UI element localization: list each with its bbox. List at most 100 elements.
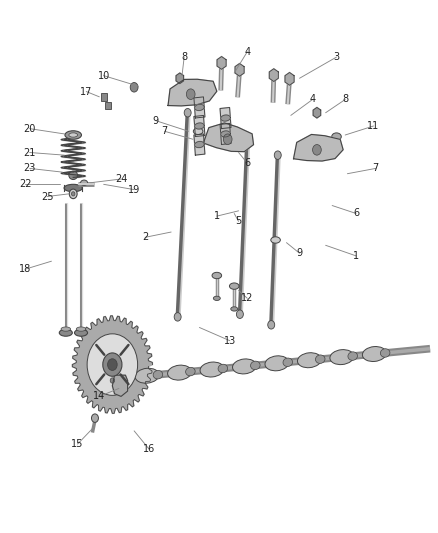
Ellipse shape bbox=[193, 128, 203, 134]
Polygon shape bbox=[221, 115, 230, 121]
Ellipse shape bbox=[271, 237, 280, 243]
Text: 3: 3 bbox=[333, 52, 339, 62]
Polygon shape bbox=[168, 79, 217, 106]
Circle shape bbox=[268, 320, 275, 329]
Circle shape bbox=[87, 334, 138, 395]
Text: 7: 7 bbox=[162, 126, 168, 136]
Text: 12: 12 bbox=[241, 293, 254, 303]
Polygon shape bbox=[194, 141, 204, 148]
Text: 1: 1 bbox=[353, 251, 359, 261]
Polygon shape bbox=[194, 104, 204, 110]
Text: 13: 13 bbox=[224, 336, 236, 346]
Circle shape bbox=[184, 109, 191, 117]
Text: 10: 10 bbox=[98, 70, 110, 80]
Ellipse shape bbox=[251, 361, 260, 370]
Polygon shape bbox=[194, 97, 205, 118]
Ellipse shape bbox=[74, 329, 88, 336]
Circle shape bbox=[103, 353, 122, 376]
Polygon shape bbox=[194, 116, 205, 136]
Ellipse shape bbox=[135, 368, 159, 383]
Circle shape bbox=[71, 192, 75, 196]
Polygon shape bbox=[235, 63, 244, 76]
Ellipse shape bbox=[348, 352, 357, 360]
Text: 21: 21 bbox=[24, 148, 36, 158]
Ellipse shape bbox=[283, 358, 293, 367]
Circle shape bbox=[69, 189, 77, 199]
Text: 17: 17 bbox=[80, 86, 92, 96]
Ellipse shape bbox=[65, 131, 81, 139]
Text: 4: 4 bbox=[244, 47, 251, 56]
Ellipse shape bbox=[61, 327, 71, 331]
Text: 6: 6 bbox=[353, 208, 359, 219]
Ellipse shape bbox=[59, 329, 72, 336]
Circle shape bbox=[108, 359, 117, 370]
Circle shape bbox=[237, 310, 244, 318]
Text: 20: 20 bbox=[24, 124, 36, 134]
Ellipse shape bbox=[186, 367, 195, 376]
Circle shape bbox=[186, 89, 195, 100]
Polygon shape bbox=[176, 73, 184, 84]
Ellipse shape bbox=[230, 283, 239, 289]
Polygon shape bbox=[220, 108, 231, 128]
Circle shape bbox=[130, 83, 138, 92]
Polygon shape bbox=[72, 316, 152, 414]
Text: 5: 5 bbox=[236, 216, 242, 227]
Polygon shape bbox=[220, 124, 231, 144]
Ellipse shape bbox=[233, 359, 256, 374]
Text: 8: 8 bbox=[342, 94, 348, 104]
Ellipse shape bbox=[362, 346, 386, 361]
Ellipse shape bbox=[69, 171, 78, 180]
Text: 22: 22 bbox=[19, 179, 32, 189]
Text: 7: 7 bbox=[373, 164, 379, 173]
Polygon shape bbox=[194, 134, 205, 155]
Text: 25: 25 bbox=[41, 191, 53, 201]
Polygon shape bbox=[269, 69, 278, 82]
Text: 23: 23 bbox=[24, 164, 36, 173]
Ellipse shape bbox=[69, 133, 78, 137]
Polygon shape bbox=[194, 123, 204, 129]
Text: 14: 14 bbox=[93, 391, 106, 401]
Circle shape bbox=[174, 313, 181, 321]
Ellipse shape bbox=[330, 350, 354, 365]
Polygon shape bbox=[221, 131, 230, 137]
Text: 6: 6 bbox=[244, 158, 251, 168]
Circle shape bbox=[274, 151, 281, 159]
Ellipse shape bbox=[168, 365, 191, 380]
Polygon shape bbox=[203, 123, 254, 152]
Ellipse shape bbox=[76, 327, 86, 331]
Ellipse shape bbox=[212, 272, 222, 279]
Circle shape bbox=[313, 144, 321, 155]
Polygon shape bbox=[285, 72, 294, 85]
Text: 24: 24 bbox=[115, 174, 127, 184]
Text: 19: 19 bbox=[128, 184, 140, 195]
Ellipse shape bbox=[332, 133, 341, 140]
Text: 16: 16 bbox=[143, 445, 155, 455]
Ellipse shape bbox=[315, 355, 325, 364]
Text: 9: 9 bbox=[153, 116, 159, 126]
Ellipse shape bbox=[218, 364, 228, 373]
Ellipse shape bbox=[231, 307, 238, 311]
Polygon shape bbox=[217, 56, 226, 69]
Text: 1: 1 bbox=[214, 211, 220, 221]
Text: 18: 18 bbox=[19, 264, 32, 274]
Polygon shape bbox=[313, 108, 321, 118]
Text: 11: 11 bbox=[367, 121, 380, 131]
Text: 9: 9 bbox=[297, 248, 303, 259]
Polygon shape bbox=[113, 375, 127, 397]
Ellipse shape bbox=[265, 356, 289, 371]
Text: 4: 4 bbox=[310, 94, 316, 104]
Ellipse shape bbox=[200, 362, 224, 377]
Polygon shape bbox=[293, 134, 343, 161]
Ellipse shape bbox=[380, 349, 390, 357]
Ellipse shape bbox=[81, 180, 88, 185]
FancyBboxPatch shape bbox=[101, 93, 107, 101]
Text: 2: 2 bbox=[142, 232, 148, 243]
Text: 15: 15 bbox=[71, 439, 84, 449]
Ellipse shape bbox=[297, 353, 321, 368]
Ellipse shape bbox=[64, 184, 82, 192]
Circle shape bbox=[244, 135, 251, 143]
FancyBboxPatch shape bbox=[105, 102, 111, 109]
Circle shape bbox=[223, 134, 232, 144]
Text: 8: 8 bbox=[181, 52, 187, 62]
Ellipse shape bbox=[213, 296, 220, 301]
